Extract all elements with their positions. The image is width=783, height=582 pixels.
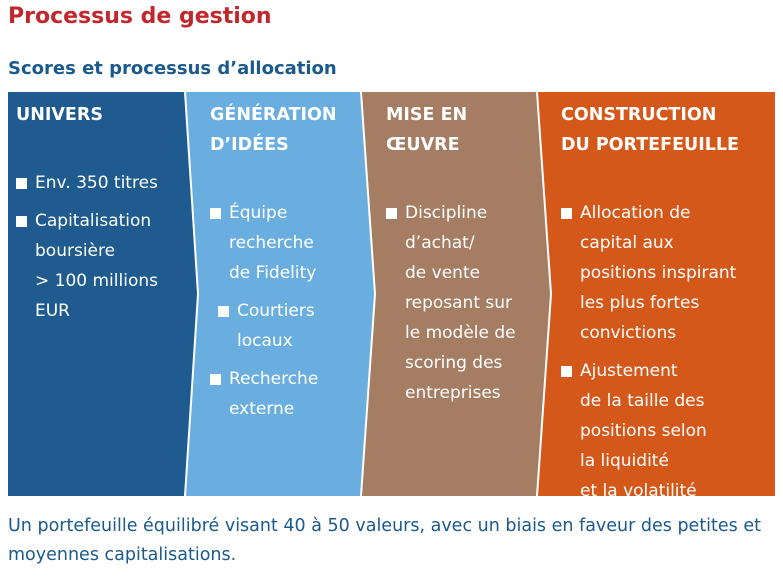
column-heading: UNIVERS	[16, 105, 103, 125]
page-title: Processus de gestion	[8, 4, 272, 29]
list-item: Discipline d’achat/ de vente reposant su…	[386, 198, 541, 408]
list-item: Équipe recherche de Fidelity	[210, 198, 362, 288]
square-bullet-icon	[210, 374, 221, 385]
footer-note: Un portefeuille équilibré visant 40 à 50…	[8, 516, 761, 565]
process-arrows	[8, 92, 775, 496]
column-heading: MISE EN ŒUVRE	[386, 105, 468, 155]
list-item: Capitalisation boursière > 100 millions …	[16, 206, 188, 326]
column-construction-portefeuille: CONSTRUCTION DU PORTEFEUILLE Allocation …	[561, 92, 773, 501]
list-item: Recherche externe	[210, 364, 362, 424]
column-mise-en-oeuvre: MISE EN ŒUVRE Discipline d’achat/ de ven…	[386, 92, 541, 496]
page-subtitle: Scores et processus d’allocation	[8, 58, 337, 79]
square-bullet-icon	[210, 208, 221, 219]
square-bullet-icon	[561, 366, 572, 377]
column-heading: CONSTRUCTION DU PORTEFEUILLE	[561, 105, 739, 155]
list-item: Allocation de capital aux positions insp…	[561, 198, 773, 348]
list-item: Ajustement de la taille des positions se…	[561, 356, 773, 506]
arrow-univers	[8, 92, 197, 496]
arrow-construction	[538, 92, 775, 496]
list-item: Courtiers locaux	[218, 296, 362, 356]
column-univers: UNIVERS Env. 350 titres Capitalisation b…	[16, 92, 188, 496]
arrow-mise-en-oeuvre	[362, 92, 550, 496]
square-bullet-icon	[218, 306, 229, 317]
square-bullet-icon	[386, 208, 397, 219]
arrow-generation	[186, 92, 374, 496]
square-bullet-icon	[16, 178, 27, 189]
square-bullet-icon	[16, 216, 27, 227]
column-heading: GÉNÉRATION D’IDÉES	[210, 105, 337, 155]
process-diagram: UNIVERS Env. 350 titres Capitalisation b…	[8, 92, 775, 501]
square-bullet-icon	[561, 208, 572, 219]
list-item: Env. 350 titres	[16, 168, 188, 198]
column-generation-idees: GÉNÉRATION D’IDÉES Équipe recherche de F…	[210, 92, 362, 496]
